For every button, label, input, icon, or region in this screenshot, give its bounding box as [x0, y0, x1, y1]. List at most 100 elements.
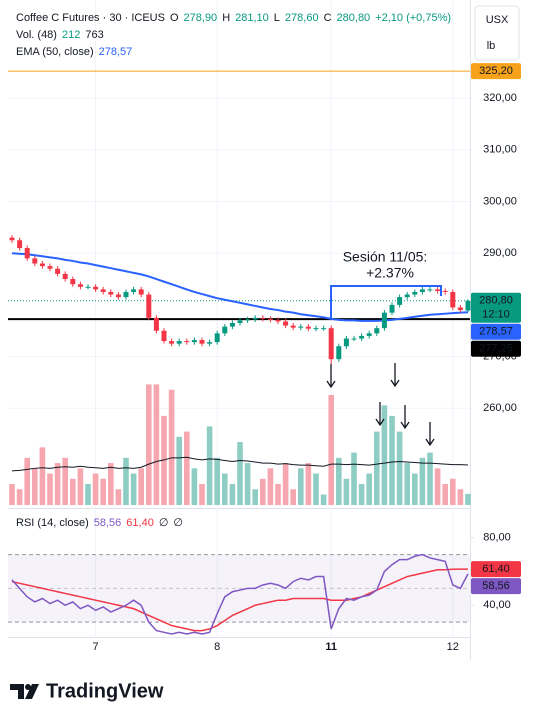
volume-bar: [427, 452, 433, 505]
arrow: [326, 364, 336, 389]
volume-bar: [92, 473, 99, 505]
candle-body: [85, 286, 91, 288]
volume-bar: [70, 478, 76, 505]
price-tag: [471, 292, 521, 323]
candle-body: [55, 268, 61, 274]
candle-body: [374, 328, 380, 334]
y-tick-label: 300,00: [483, 195, 517, 207]
legend-item: +2,10 (+0,75%): [375, 12, 451, 24]
volume-bar: [419, 457, 426, 505]
candle-body: [419, 289, 425, 292]
volume-bar: [39, 447, 46, 505]
candle-body: [381, 312, 387, 329]
legend-item: L: [274, 12, 280, 24]
candle-body: [138, 289, 144, 295]
candle-body: [267, 318, 273, 320]
y-tick-label: 320,00: [483, 92, 517, 104]
candle-body: [47, 266, 53, 269]
candle-body: [427, 289, 433, 291]
volume-bar: [358, 484, 365, 505]
candle-body: [457, 307, 463, 311]
volume-bar: [381, 405, 388, 505]
legend-row: Coffee C Futures · 30 · ICEUS O 278,90 H 281…: [16, 12, 451, 24]
candle-body: [123, 291, 129, 298]
candle-body: [343, 338, 349, 347]
arrow: [425, 422, 435, 447]
legend-item: ∅: [159, 517, 169, 529]
price-tag: [471, 63, 521, 80]
candle-body: [169, 341, 175, 344]
arrow: [400, 405, 410, 430]
candle-body: [108, 291, 114, 295]
volume-bar: [412, 473, 418, 505]
volume-bar: [389, 415, 395, 505]
legend-item: RSI (14, close): [16, 517, 89, 529]
rsi-tick-label: 40,00: [483, 599, 511, 611]
volume-bar: [244, 463, 251, 505]
volume-bar: [153, 384, 160, 505]
candle-body: [70, 279, 76, 285]
legend-item: Coffee C Futures · 30 · ICEUS: [16, 12, 165, 24]
volume-bar: [54, 463, 61, 505]
candle-body: [222, 326, 228, 334]
annotation-bracket: [330, 285, 442, 318]
logo-text: TradingView: [46, 680, 164, 702]
unit-box[interactable]: [474, 5, 520, 61]
volume-bar: [237, 442, 243, 505]
arrow: [375, 402, 385, 427]
volume-bar: [206, 426, 213, 505]
volume-bar: [161, 415, 167, 505]
candle-body: [321, 328, 327, 330]
candle-body: [283, 321, 289, 326]
rsi-tick-label: 80,00: [483, 532, 511, 544]
y-tick-label: 290,00: [483, 247, 517, 259]
price-tag: [471, 340, 521, 357]
volume-bar: [396, 431, 403, 505]
candle-body: [389, 304, 395, 313]
volume-bar: [222, 473, 228, 505]
volume-bar: [115, 489, 122, 505]
unit: USX: [486, 14, 509, 26]
volume-bar: [32, 468, 38, 505]
candle-body: [17, 240, 23, 249]
candle-body: [450, 291, 456, 308]
legend-item: EMA (50, close): [16, 46, 94, 58]
legend-item: H: [222, 12, 230, 24]
candle-body: [237, 320, 243, 323]
rsi-line: [11, 553, 469, 635]
volume-bar: [130, 473, 137, 505]
volume-bar: [343, 478, 350, 505]
price-tag-label: 277,25: [479, 343, 513, 355]
volume-bar: [77, 468, 84, 505]
candle-body: [32, 258, 38, 264]
volume-bar: [214, 457, 220, 505]
candle-body: [214, 333, 220, 343]
volume-bar: [434, 468, 441, 505]
volume-bar: [100, 478, 106, 505]
legend-item: 278,57: [99, 46, 133, 58]
volume-bar: [290, 489, 296, 505]
volume-bar: [16, 489, 23, 505]
legend-item: 212: [62, 29, 80, 41]
candle-body: [305, 326, 311, 329]
volume-bar: [442, 484, 448, 505]
candle-body: [24, 248, 30, 259]
volume-bar: [184, 431, 190, 505]
volume-bar: [320, 494, 327, 505]
candle-body: [39, 263, 45, 267]
legend-item: 58,56: [94, 517, 122, 529]
volume-bar: [62, 457, 68, 505]
logo-shape: [10, 684, 24, 699]
price-tag-sublabel: 12:10: [482, 309, 510, 321]
candle-body: [351, 338, 357, 340]
logo-shape: [25, 684, 31, 690]
legend-item: 278,60: [285, 12, 319, 24]
legend-item: 281,10: [235, 12, 269, 24]
legend-item: 278,90: [184, 12, 218, 24]
volume-bar: [252, 489, 258, 505]
volume-bar: [275, 484, 281, 505]
volume-bar: [336, 457, 342, 505]
candle-body: [252, 317, 258, 320]
legend-row: EMA (50, close) 278,57: [16, 46, 132, 58]
